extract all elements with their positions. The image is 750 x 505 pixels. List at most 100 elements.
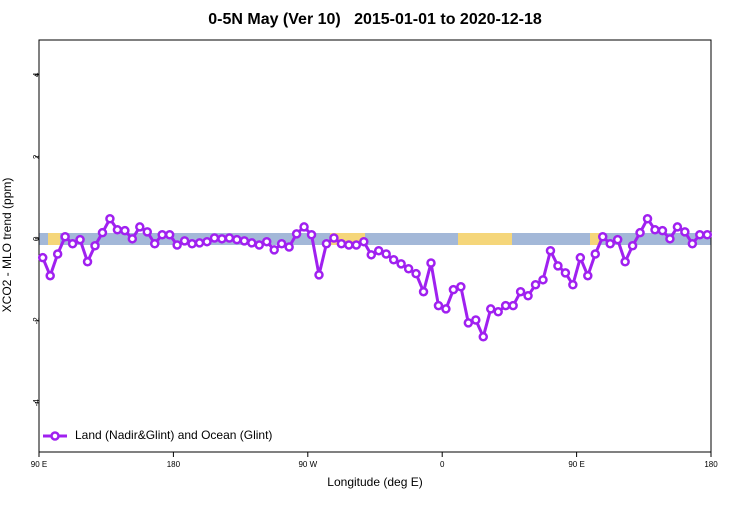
data-point (523, 291, 533, 301)
land-band (458, 233, 512, 245)
data-point (351, 240, 362, 250)
data-point (665, 234, 675, 244)
data-point (373, 245, 384, 256)
data-point (135, 222, 145, 232)
data-point (575, 252, 586, 263)
data-point (672, 222, 683, 232)
y-tick-label: -4 (32, 399, 41, 407)
data-point (456, 282, 466, 292)
data-point (120, 225, 130, 236)
data-point (127, 234, 138, 244)
data-point (381, 249, 391, 259)
land-band (48, 233, 60, 245)
data-point (142, 227, 153, 237)
data-point (597, 232, 608, 242)
data-point (553, 261, 563, 271)
data-point (329, 233, 339, 243)
data-point (321, 238, 332, 249)
data-point (590, 249, 601, 259)
data-point (299, 222, 309, 232)
data-point (306, 229, 317, 240)
data-point (463, 318, 474, 328)
data-point (276, 238, 287, 249)
data-point (105, 213, 115, 224)
data-point (75, 234, 85, 245)
data-point (642, 213, 653, 224)
data-point (149, 238, 160, 249)
data-point (52, 249, 63, 259)
y-tick-label: 0 (32, 236, 41, 241)
data-point (224, 233, 235, 243)
data-point (485, 304, 496, 314)
data-point (620, 257, 630, 267)
data-point (284, 242, 294, 252)
data-point (179, 236, 190, 246)
data-point (396, 259, 406, 269)
x-tick-label: 0 (440, 460, 445, 469)
data-point (471, 315, 481, 325)
y-tick-label: 4 (32, 72, 41, 77)
x-tick-label: 90 W (298, 460, 317, 469)
x-axis-label: Longitude (deg E) (327, 475, 422, 489)
data-point (239, 236, 250, 246)
data-point (164, 229, 175, 240)
data-point (209, 233, 220, 243)
data-point (254, 240, 265, 250)
y-tick-label: -2 (32, 317, 41, 325)
data-point (508, 300, 518, 311)
data-point (441, 304, 451, 314)
x-tick-label: 90 E (31, 460, 47, 469)
data-point (680, 227, 690, 237)
data-point (388, 254, 399, 265)
data-point (702, 229, 713, 240)
data-point (314, 270, 324, 280)
data-point (627, 241, 638, 251)
data-point (583, 270, 593, 281)
data-point (418, 286, 429, 297)
data-point (90, 241, 100, 251)
data-point (687, 238, 698, 249)
data-point (359, 236, 369, 247)
data-point (247, 238, 257, 248)
data-point (232, 234, 242, 245)
data-point (515, 286, 526, 297)
data-point (187, 238, 197, 249)
data-point (112, 225, 123, 235)
data-point (45, 270, 55, 281)
data-point (82, 257, 93, 267)
data-point (97, 227, 108, 238)
data-point (261, 236, 272, 247)
data-point (291, 229, 302, 239)
chart-title: 0-5N May (Ver 10) 2015-01-01 to 2020-12-… (208, 11, 542, 28)
data-point (344, 240, 354, 250)
data-point (448, 284, 459, 295)
data-point (172, 240, 182, 250)
data-point (157, 229, 167, 240)
data-point (336, 238, 347, 249)
land-band (590, 233, 600, 245)
data-point (67, 238, 78, 249)
legend-label: Land (Nadir&Glint) and Ocean (Glint) (75, 428, 272, 442)
data-point (426, 258, 436, 268)
data-point (37, 252, 48, 263)
data-point (493, 307, 503, 317)
data-point (202, 236, 212, 247)
plot-frame (38, 39, 712, 453)
data-point (530, 279, 541, 290)
data-point (403, 264, 414, 274)
x-tick-label: 90 E (568, 460, 584, 469)
data-point (657, 225, 668, 236)
data-point (500, 300, 511, 311)
x-tick-label: 180 (704, 460, 718, 469)
y-axis-label: XCO2 - MLO trend (ppm) (0, 178, 14, 313)
data-point (194, 238, 205, 248)
data-point (538, 275, 548, 285)
data-point (568, 279, 578, 290)
data-point (560, 268, 571, 278)
data-point (269, 245, 279, 255)
data-point (433, 300, 444, 311)
data-point (612, 234, 623, 245)
data-point (366, 250, 377, 260)
data-point (635, 227, 645, 238)
